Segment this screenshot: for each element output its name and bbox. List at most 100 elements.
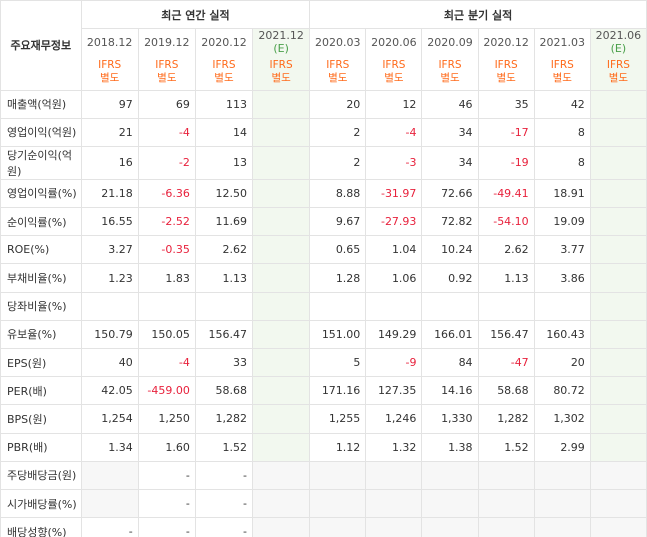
cell-value: 2.99 bbox=[533, 432, 591, 462]
cell-value: 1.28 bbox=[309, 263, 367, 293]
cell-value bbox=[309, 291, 367, 321]
table-header: 주요재무정보 최근 연간 실적 최근 분기 실적 2018.12 2019.12 2… bbox=[0, 0, 647, 91]
row-label: 순이익률(%) bbox=[0, 207, 82, 237]
ifrs-label: IFRS 별도 bbox=[421, 55, 479, 91]
cell-value bbox=[533, 517, 591, 537]
period-header: 2021.12 (E) bbox=[252, 28, 311, 55]
ifrs-label: IFRS 별도 bbox=[589, 55, 647, 91]
period-header: 2020.12 bbox=[194, 28, 254, 55]
cell-value: -6.36 bbox=[137, 178, 196, 209]
row-label: 부채비율(%) bbox=[0, 263, 82, 293]
row-label: 영업이익(억원) bbox=[0, 117, 82, 147]
period-header: 2020.06 bbox=[365, 28, 423, 55]
cell-value bbox=[309, 488, 367, 519]
ifrs-header-row: IFRS 별도 IFRS 별도 IFRS 별도 IFRS 별도 IFRS 별도 IFRS 별도 IFRS… bbox=[1, 55, 647, 91]
cell-value: -4 bbox=[137, 117, 196, 147]
period-label: 2021.06 bbox=[595, 29, 642, 42]
cell-value: 3.27 bbox=[80, 235, 139, 265]
row-label: 유보율(%) bbox=[0, 319, 82, 350]
cell-value bbox=[589, 207, 647, 237]
cell-value: 1.60 bbox=[137, 432, 196, 462]
cell-value: - bbox=[137, 517, 196, 537]
cell-value: 33 bbox=[194, 347, 254, 378]
table-body: 매출액(억원) 97 69 113 20 12 46 35 42 영업이익(억원) 21 -4 14 2-… bbox=[0, 89, 647, 537]
cell-value: 1.12 bbox=[309, 432, 367, 462]
cell-value: 2.62 bbox=[194, 235, 254, 265]
estimate-suffix: (E) bbox=[610, 42, 627, 55]
ifrs-scope: 별도 bbox=[214, 72, 234, 85]
estimate-suffix: (E) bbox=[273, 42, 289, 55]
cell-value: -9 bbox=[365, 347, 423, 378]
row-label: 당좌비율(%) bbox=[0, 291, 82, 321]
row-label: ROE(%) bbox=[0, 235, 82, 265]
table-row: 시가배당률(%) - - bbox=[0, 488, 647, 519]
cell-value: 156.47 bbox=[194, 319, 254, 350]
cell-value: 149.29 bbox=[365, 319, 423, 350]
ifrs-scope: 별도 bbox=[157, 72, 177, 85]
cell-value bbox=[80, 460, 139, 490]
period-header: 2020.12 bbox=[477, 28, 535, 55]
period-label: 2020.06 bbox=[371, 35, 417, 49]
period-label: 2019.12 bbox=[144, 35, 190, 49]
cell-value: 58.68 bbox=[477, 376, 535, 406]
cell-value: - bbox=[194, 460, 254, 490]
cell-value bbox=[421, 488, 479, 519]
row-label: 배당성향(%) bbox=[0, 517, 82, 537]
cell-value bbox=[252, 488, 311, 519]
cell-value bbox=[589, 145, 647, 180]
cell-value: 18.91 bbox=[533, 178, 591, 209]
cell-value: 34 bbox=[421, 117, 479, 147]
cell-value: 150.79 bbox=[80, 319, 139, 350]
period-label: 2021.12 bbox=[258, 29, 304, 42]
cell-value: 58.68 bbox=[194, 376, 254, 406]
ifrs-standard: IFRS bbox=[98, 59, 122, 72]
cell-value bbox=[309, 460, 367, 490]
ifrs-label: IFRS 별도 bbox=[533, 55, 591, 91]
cell-value bbox=[252, 117, 311, 147]
cell-value: 113 bbox=[194, 89, 254, 119]
table-row: 당좌비율(%) bbox=[0, 291, 647, 321]
cell-value: 1.13 bbox=[194, 263, 254, 293]
cell-value bbox=[252, 376, 311, 406]
cell-value bbox=[589, 89, 647, 119]
cell-value: 166.01 bbox=[421, 319, 479, 350]
period-label: 2020.03 bbox=[315, 35, 361, 49]
cell-value bbox=[533, 460, 591, 490]
cell-value bbox=[252, 517, 311, 537]
period-header: 2021.06 (E) bbox=[589, 28, 647, 55]
cell-value: 1,282 bbox=[194, 404, 254, 434]
period-label: 2020.12 bbox=[483, 35, 529, 49]
cell-value: 5 bbox=[309, 347, 367, 378]
cell-value bbox=[80, 291, 139, 321]
ifrs-scope: 별도 bbox=[384, 72, 404, 85]
cell-value: 8 bbox=[533, 145, 591, 180]
cell-value: 21 bbox=[80, 117, 139, 147]
cell-value: 150.05 bbox=[137, 319, 196, 350]
ifrs-scope: 별도 bbox=[608, 72, 629, 85]
ifrs-scope: 별도 bbox=[100, 72, 120, 85]
cell-value: 160.43 bbox=[533, 319, 591, 350]
cell-value bbox=[477, 488, 535, 519]
period-label: 2018.12 bbox=[86, 35, 133, 49]
ifrs-scope: 별도 bbox=[552, 72, 572, 85]
table-row: 영업이익(억원) 21 -4 14 2 -4 34 -17 8 bbox=[0, 117, 647, 147]
table-row: EPS(원) 40 -4 33 5 -9 84 -47 20 bbox=[0, 347, 647, 378]
cell-value bbox=[252, 145, 311, 180]
cell-value: 1.06 bbox=[365, 263, 423, 293]
quarter-section-title: 최근 분기 실적 bbox=[309, 0, 647, 29]
annual-section-title: 최근 연간 실적 bbox=[80, 0, 311, 29]
ifrs-label: IFRS 별도 bbox=[194, 55, 254, 91]
cell-value bbox=[365, 291, 423, 321]
cell-value bbox=[365, 460, 423, 490]
cell-value: 97 bbox=[80, 89, 139, 119]
period-header: 2019.12 bbox=[137, 28, 196, 55]
cell-value bbox=[252, 235, 311, 265]
cell-value: 3.86 bbox=[533, 263, 591, 293]
ifrs-standard: IFRS bbox=[550, 59, 574, 72]
cell-value bbox=[533, 488, 591, 519]
ifrs-standard: IFRS bbox=[212, 59, 236, 72]
cell-value: -47 bbox=[477, 347, 535, 378]
cell-value: 12 bbox=[365, 89, 423, 119]
ifrs-scope: 별도 bbox=[271, 72, 291, 85]
ifrs-standard: IFRS bbox=[155, 59, 179, 72]
